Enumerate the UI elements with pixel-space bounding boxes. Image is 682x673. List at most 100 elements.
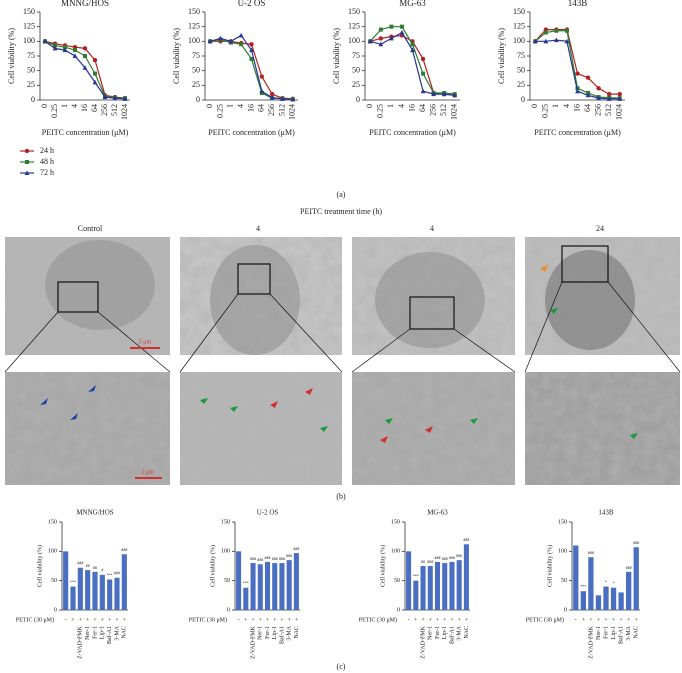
significance: ### bbox=[626, 565, 632, 570]
marker bbox=[63, 45, 67, 50]
legend-marker bbox=[24, 170, 30, 175]
bar bbox=[420, 566, 426, 610]
y-tick-label: 100 bbox=[348, 36, 360, 45]
marker bbox=[431, 91, 437, 97]
bar bbox=[413, 580, 419, 610]
y-tick-label: 50 bbox=[517, 65, 525, 74]
x-tick-label: 256 bbox=[428, 104, 437, 116]
treatment-sign: + bbox=[421, 617, 425, 623]
significance: ### bbox=[257, 557, 263, 562]
marker bbox=[290, 96, 296, 102]
x-tick-label: 4 bbox=[236, 104, 245, 108]
panel-label: (c) bbox=[337, 662, 346, 671]
significance: ### bbox=[463, 537, 469, 542]
x-tick-label: 3-MA bbox=[626, 625, 632, 640]
marker bbox=[72, 53, 78, 58]
significance: ## bbox=[86, 563, 90, 568]
y-tick-label: 25 bbox=[517, 80, 525, 89]
marker bbox=[52, 45, 58, 51]
marker bbox=[53, 43, 57, 48]
x-tick-label: 0 bbox=[205, 104, 214, 108]
y-tick-label: 50 bbox=[51, 578, 57, 584]
marker bbox=[596, 86, 601, 91]
x-tick-label: Lip-1 bbox=[442, 626, 448, 639]
y-tick-label: 75 bbox=[192, 51, 200, 60]
bar bbox=[114, 577, 120, 610]
significance: *** bbox=[413, 574, 419, 579]
x-tick-label: 256 bbox=[593, 104, 602, 116]
y-axis-label: Cell viability (%) bbox=[209, 545, 216, 587]
significance: *** bbox=[107, 572, 113, 577]
marker bbox=[532, 38, 538, 44]
y-tick-label: 100 bbox=[221, 549, 230, 555]
y-tick-label: 125 bbox=[188, 21, 200, 30]
marker bbox=[249, 47, 254, 53]
bar bbox=[603, 586, 609, 610]
y-tick-label: 25 bbox=[192, 80, 200, 89]
treatment-sign: - bbox=[575, 617, 577, 623]
treatment-sign: + bbox=[635, 617, 639, 623]
bar bbox=[286, 560, 292, 610]
y-axis-label: Cell viability (%) bbox=[332, 28, 341, 84]
x-tick-label: 512 bbox=[439, 104, 448, 116]
marker bbox=[617, 91, 622, 97]
bar bbox=[626, 571, 632, 610]
y-tick-label: 0 bbox=[397, 607, 400, 613]
panel-label: (a) bbox=[337, 190, 346, 199]
marker bbox=[617, 96, 623, 101]
x-tick-label: 1 bbox=[551, 104, 560, 108]
marker bbox=[543, 30, 548, 35]
x-tick-label: Baf-A1 bbox=[617, 626, 624, 644]
treatment-sign: - bbox=[238, 617, 240, 623]
bar bbox=[434, 561, 441, 610]
axis bbox=[364, 12, 460, 101]
row-label: PETIC (30 μM) bbox=[189, 616, 227, 623]
significance: ### bbox=[449, 555, 455, 560]
marker bbox=[367, 38, 373, 44]
significance: ### bbox=[279, 556, 285, 561]
chart-title: 143B bbox=[598, 509, 614, 517]
x-tick-label: 16 bbox=[572, 104, 581, 112]
x-tick-label: Lip-1 bbox=[611, 626, 617, 639]
marker bbox=[378, 27, 383, 32]
bar bbox=[595, 595, 602, 610]
significance: ### bbox=[588, 550, 594, 555]
cell bbox=[375, 252, 485, 348]
y-tick-label: 0 bbox=[196, 95, 200, 104]
treatment-sign: + bbox=[429, 617, 433, 623]
y-tick-label: 125 bbox=[348, 21, 360, 30]
x-tick-label: Ner-1 bbox=[258, 626, 264, 640]
bar bbox=[580, 591, 586, 610]
significance: ### bbox=[633, 540, 639, 545]
marker bbox=[228, 38, 234, 44]
marker bbox=[269, 95, 275, 100]
treatment-sign: + bbox=[101, 617, 105, 623]
x-tick-label: 3-MA bbox=[287, 625, 293, 640]
x-tick-label: 512 bbox=[277, 104, 286, 116]
x-tick-label: 512 bbox=[604, 104, 613, 116]
significance: ### bbox=[435, 555, 441, 560]
marker bbox=[596, 95, 602, 101]
x-tick-label: 1 bbox=[60, 104, 69, 108]
bar bbox=[243, 587, 249, 610]
bar bbox=[107, 579, 113, 610]
x-tick-label: Baf-A1 bbox=[448, 626, 455, 644]
marker bbox=[564, 28, 569, 33]
y-tick-label: 0 bbox=[521, 95, 525, 104]
marker bbox=[554, 28, 559, 33]
bar bbox=[442, 563, 448, 610]
y-tick-label: 125 bbox=[513, 21, 525, 30]
significance: ## bbox=[421, 559, 425, 564]
marker bbox=[249, 56, 254, 61]
treatment-sign: + bbox=[436, 617, 440, 623]
y-tick-label: 100 bbox=[391, 549, 400, 555]
bar bbox=[236, 551, 242, 610]
marker bbox=[452, 92, 458, 98]
treatment-sign: + bbox=[612, 617, 616, 623]
treatment-sign: + bbox=[280, 617, 284, 623]
marker bbox=[92, 57, 98, 63]
marker bbox=[280, 96, 285, 101]
significance: ### bbox=[114, 571, 120, 576]
bar bbox=[99, 574, 105, 610]
marker bbox=[575, 88, 580, 94]
